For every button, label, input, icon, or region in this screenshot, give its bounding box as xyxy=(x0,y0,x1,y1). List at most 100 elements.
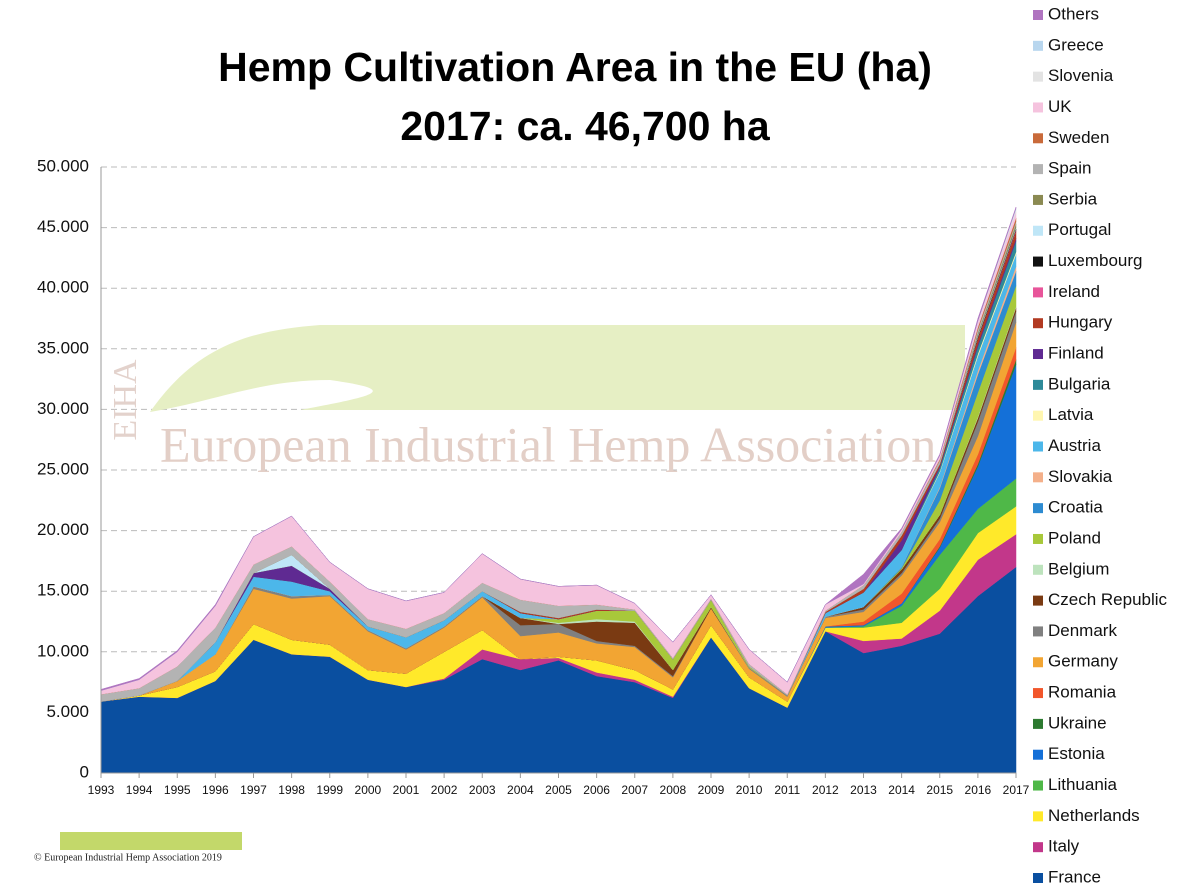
legend-label: Slovenia xyxy=(1048,66,1114,85)
legend-swatch xyxy=(1033,780,1043,791)
legend-label: Serbia xyxy=(1048,189,1098,208)
legend-swatch xyxy=(1033,379,1043,390)
watermark-band xyxy=(150,325,965,412)
watermark: EIHA European Industrial Hemp Associatio… xyxy=(107,325,965,472)
y-tick-label: 0 xyxy=(80,762,89,781)
y-tick-label: 35.000 xyxy=(37,338,89,357)
footer-band xyxy=(60,832,242,850)
legend-swatch xyxy=(1033,718,1043,729)
legend-swatch xyxy=(1033,688,1043,699)
legend-swatch xyxy=(1033,749,1043,760)
x-tick-label: 1997 xyxy=(240,783,267,797)
x-tick-label: 2006 xyxy=(583,783,610,797)
legend-swatch xyxy=(1033,194,1043,205)
legend-label: Latvia xyxy=(1048,405,1094,424)
x-tick-label: 2002 xyxy=(431,783,458,797)
legend-swatch xyxy=(1033,164,1043,175)
x-tick-label: 1998 xyxy=(278,783,305,797)
x-tick-label: 2012 xyxy=(812,783,839,797)
legend-label: Sweden xyxy=(1048,128,1109,147)
legend-label: Greece xyxy=(1048,35,1104,54)
x-tick-label: 2014 xyxy=(888,783,915,797)
legend-swatch xyxy=(1033,349,1043,360)
y-tick-label: 45.000 xyxy=(37,217,89,236)
x-tick-label: 2011 xyxy=(774,783,800,797)
x-tick-label: 2010 xyxy=(736,783,763,797)
legend-label: Slovakia xyxy=(1048,467,1113,486)
watermark-logo: EIHA xyxy=(107,359,144,441)
legend-swatch xyxy=(1033,71,1043,82)
chart-subtitle: 2017: ca. 46,700 ha xyxy=(400,103,770,149)
x-tick-label: 2017 xyxy=(1003,783,1030,797)
legend-label: Finland xyxy=(1048,344,1104,363)
legend-label: Denmark xyxy=(1048,621,1117,640)
y-tick-label: 20.000 xyxy=(37,520,89,539)
legend-label: Croatia xyxy=(1048,498,1103,517)
legend-label: Portugal xyxy=(1048,220,1111,239)
x-tick-label: 2004 xyxy=(507,783,534,797)
legend-swatch xyxy=(1033,410,1043,421)
legend-swatch xyxy=(1033,133,1043,144)
legend-swatch xyxy=(1033,811,1043,822)
legend-label: France xyxy=(1048,867,1101,886)
legend-swatch xyxy=(1033,503,1043,514)
legend-label: Others xyxy=(1048,4,1099,23)
legend-swatch xyxy=(1033,626,1043,637)
x-tick-label: 2003 xyxy=(469,783,496,797)
chart-title: Hemp Cultivation Area in the EU (ha) xyxy=(218,44,932,90)
legend-label: Bulgaria xyxy=(1048,374,1111,393)
y-tick-label: 10.000 xyxy=(37,641,89,660)
legend-swatch xyxy=(1033,318,1043,329)
legend-label: Czech Republic xyxy=(1048,590,1168,609)
legend-swatch xyxy=(1033,595,1043,606)
legend-swatch xyxy=(1033,441,1043,452)
legend-swatch xyxy=(1033,10,1043,20)
legend-swatch xyxy=(1033,102,1043,113)
legend-swatch xyxy=(1033,533,1043,544)
legend-label: Lithuania xyxy=(1048,775,1118,794)
watermark-text: European Industrial Hemp Association xyxy=(160,416,936,472)
legend-label: Italy xyxy=(1048,837,1080,856)
legend-label: Ukraine xyxy=(1048,713,1107,732)
legend-swatch xyxy=(1033,256,1043,267)
legend-swatch xyxy=(1033,842,1043,853)
x-tick-label: 1999 xyxy=(316,783,343,797)
x-tick-label: 2008 xyxy=(660,783,687,797)
x-tick-label: 1995 xyxy=(164,783,191,797)
y-tick-label: 50.000 xyxy=(37,156,89,175)
legend-label: Belgium xyxy=(1048,559,1109,578)
legend-label: Ireland xyxy=(1048,282,1100,301)
legend-label: UK xyxy=(1048,97,1072,116)
legend-label: Spain xyxy=(1048,159,1091,178)
legend-swatch xyxy=(1033,873,1043,883)
footer-text: © European Industrial Hemp Association 2… xyxy=(34,852,222,863)
x-tick-label: 1993 xyxy=(88,783,115,797)
legend-label: Estonia xyxy=(1048,744,1105,763)
legend-label: Hungary xyxy=(1048,313,1113,332)
x-tick-label: 2005 xyxy=(545,783,572,797)
legend-label: Austria xyxy=(1048,436,1101,455)
legend-swatch xyxy=(1033,287,1043,298)
y-tick-label: 40.000 xyxy=(37,278,89,297)
legend-label: Poland xyxy=(1048,528,1101,547)
legend-label: Luxembourg xyxy=(1048,251,1143,270)
legend: France Italy Netherlands Lithuania Estonia Uk… xyxy=(1033,4,1168,886)
x-tick-label: 2015 xyxy=(926,783,953,797)
x-tick-label: 2013 xyxy=(850,783,877,797)
legend-label: Germany xyxy=(1048,652,1118,671)
y-tick-label: 5.000 xyxy=(46,702,89,721)
x-tick-label: 1996 xyxy=(202,783,229,797)
x-tick-label: 2001 xyxy=(393,783,420,797)
x-tick-label: 1994 xyxy=(126,783,153,797)
y-tick-label: 30.000 xyxy=(37,399,89,418)
y-tick-label: 25.000 xyxy=(37,459,89,478)
plot-area xyxy=(100,206,1017,774)
legend-swatch xyxy=(1033,564,1043,575)
legend-swatch xyxy=(1033,225,1043,236)
x-tick-label: 2016 xyxy=(965,783,992,797)
y-tick-label: 15.000 xyxy=(37,581,89,600)
legend-label: Netherlands xyxy=(1048,806,1140,825)
legend-swatch xyxy=(1033,472,1043,483)
legend-swatch xyxy=(1033,40,1043,51)
